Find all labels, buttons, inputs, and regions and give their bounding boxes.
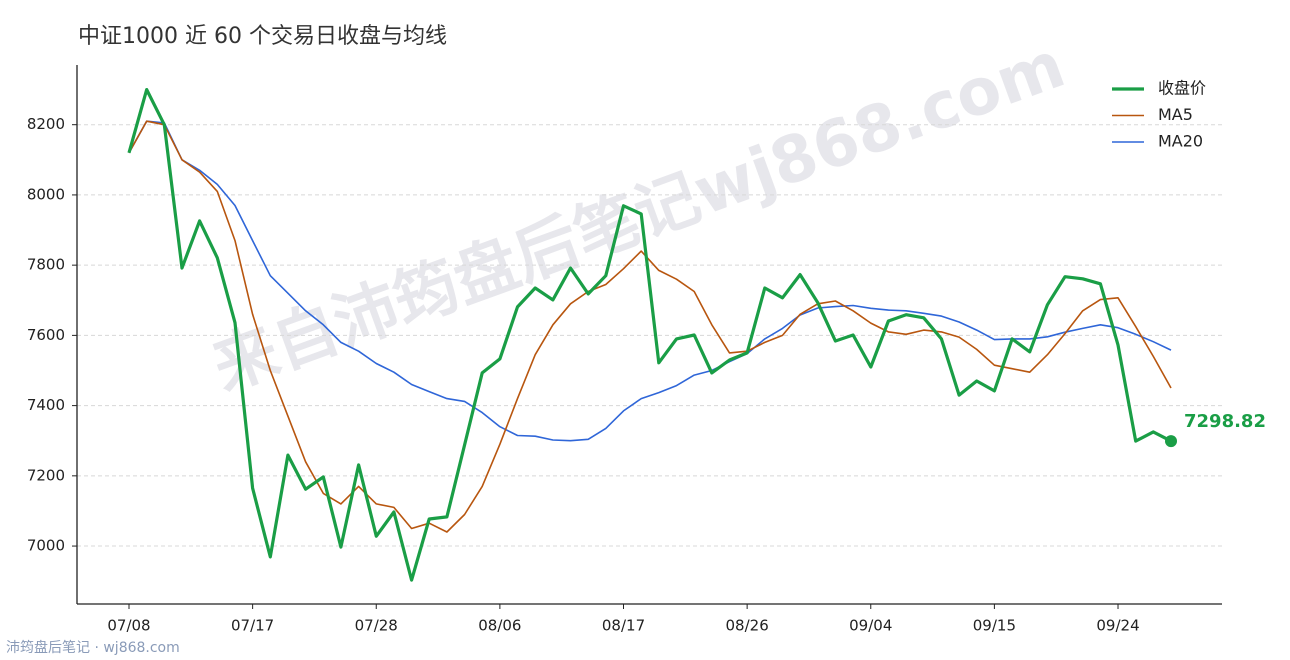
y-tick-label: 7400 (27, 396, 65, 414)
legend-label: MA20 (1158, 132, 1203, 151)
x-tick-label: 08/26 (726, 617, 769, 635)
x-tick-label: 08/17 (602, 617, 645, 635)
footer: 沛筠盘后笔记 · wj868.com (6, 639, 180, 656)
series-line (128, 120, 1172, 442)
y-tick-label: 8000 (27, 185, 65, 203)
chart-title: 中证1000 近 60 个交易日收盘与均线 (78, 24, 447, 49)
legend-label: 收盘价 (1158, 79, 1206, 98)
x-tick-label: 08/06 (478, 617, 521, 635)
last-point (1165, 435, 1177, 448)
legend-label: MA5 (1158, 105, 1193, 124)
y-tick-label: 7800 (27, 256, 65, 274)
series-line (127, 87, 1172, 582)
x-tick-label: 07/28 (355, 617, 398, 635)
x-tick-label: 07/17 (231, 617, 274, 635)
last-value-label: 7298.82 (1184, 411, 1266, 432)
y-tick-label: 7000 (27, 537, 65, 555)
x-tick-label: 07/08 (107, 617, 150, 635)
x-tick-label: 09/15 (973, 617, 1016, 635)
x-tick-label: 09/24 (1096, 617, 1139, 635)
y-tick-label: 7200 (27, 466, 65, 484)
y-tick-label: 7600 (27, 326, 65, 344)
y-tick-label: 8200 (27, 115, 65, 133)
x-tick-label: 09/04 (849, 617, 892, 635)
series-line (128, 120, 1172, 533)
